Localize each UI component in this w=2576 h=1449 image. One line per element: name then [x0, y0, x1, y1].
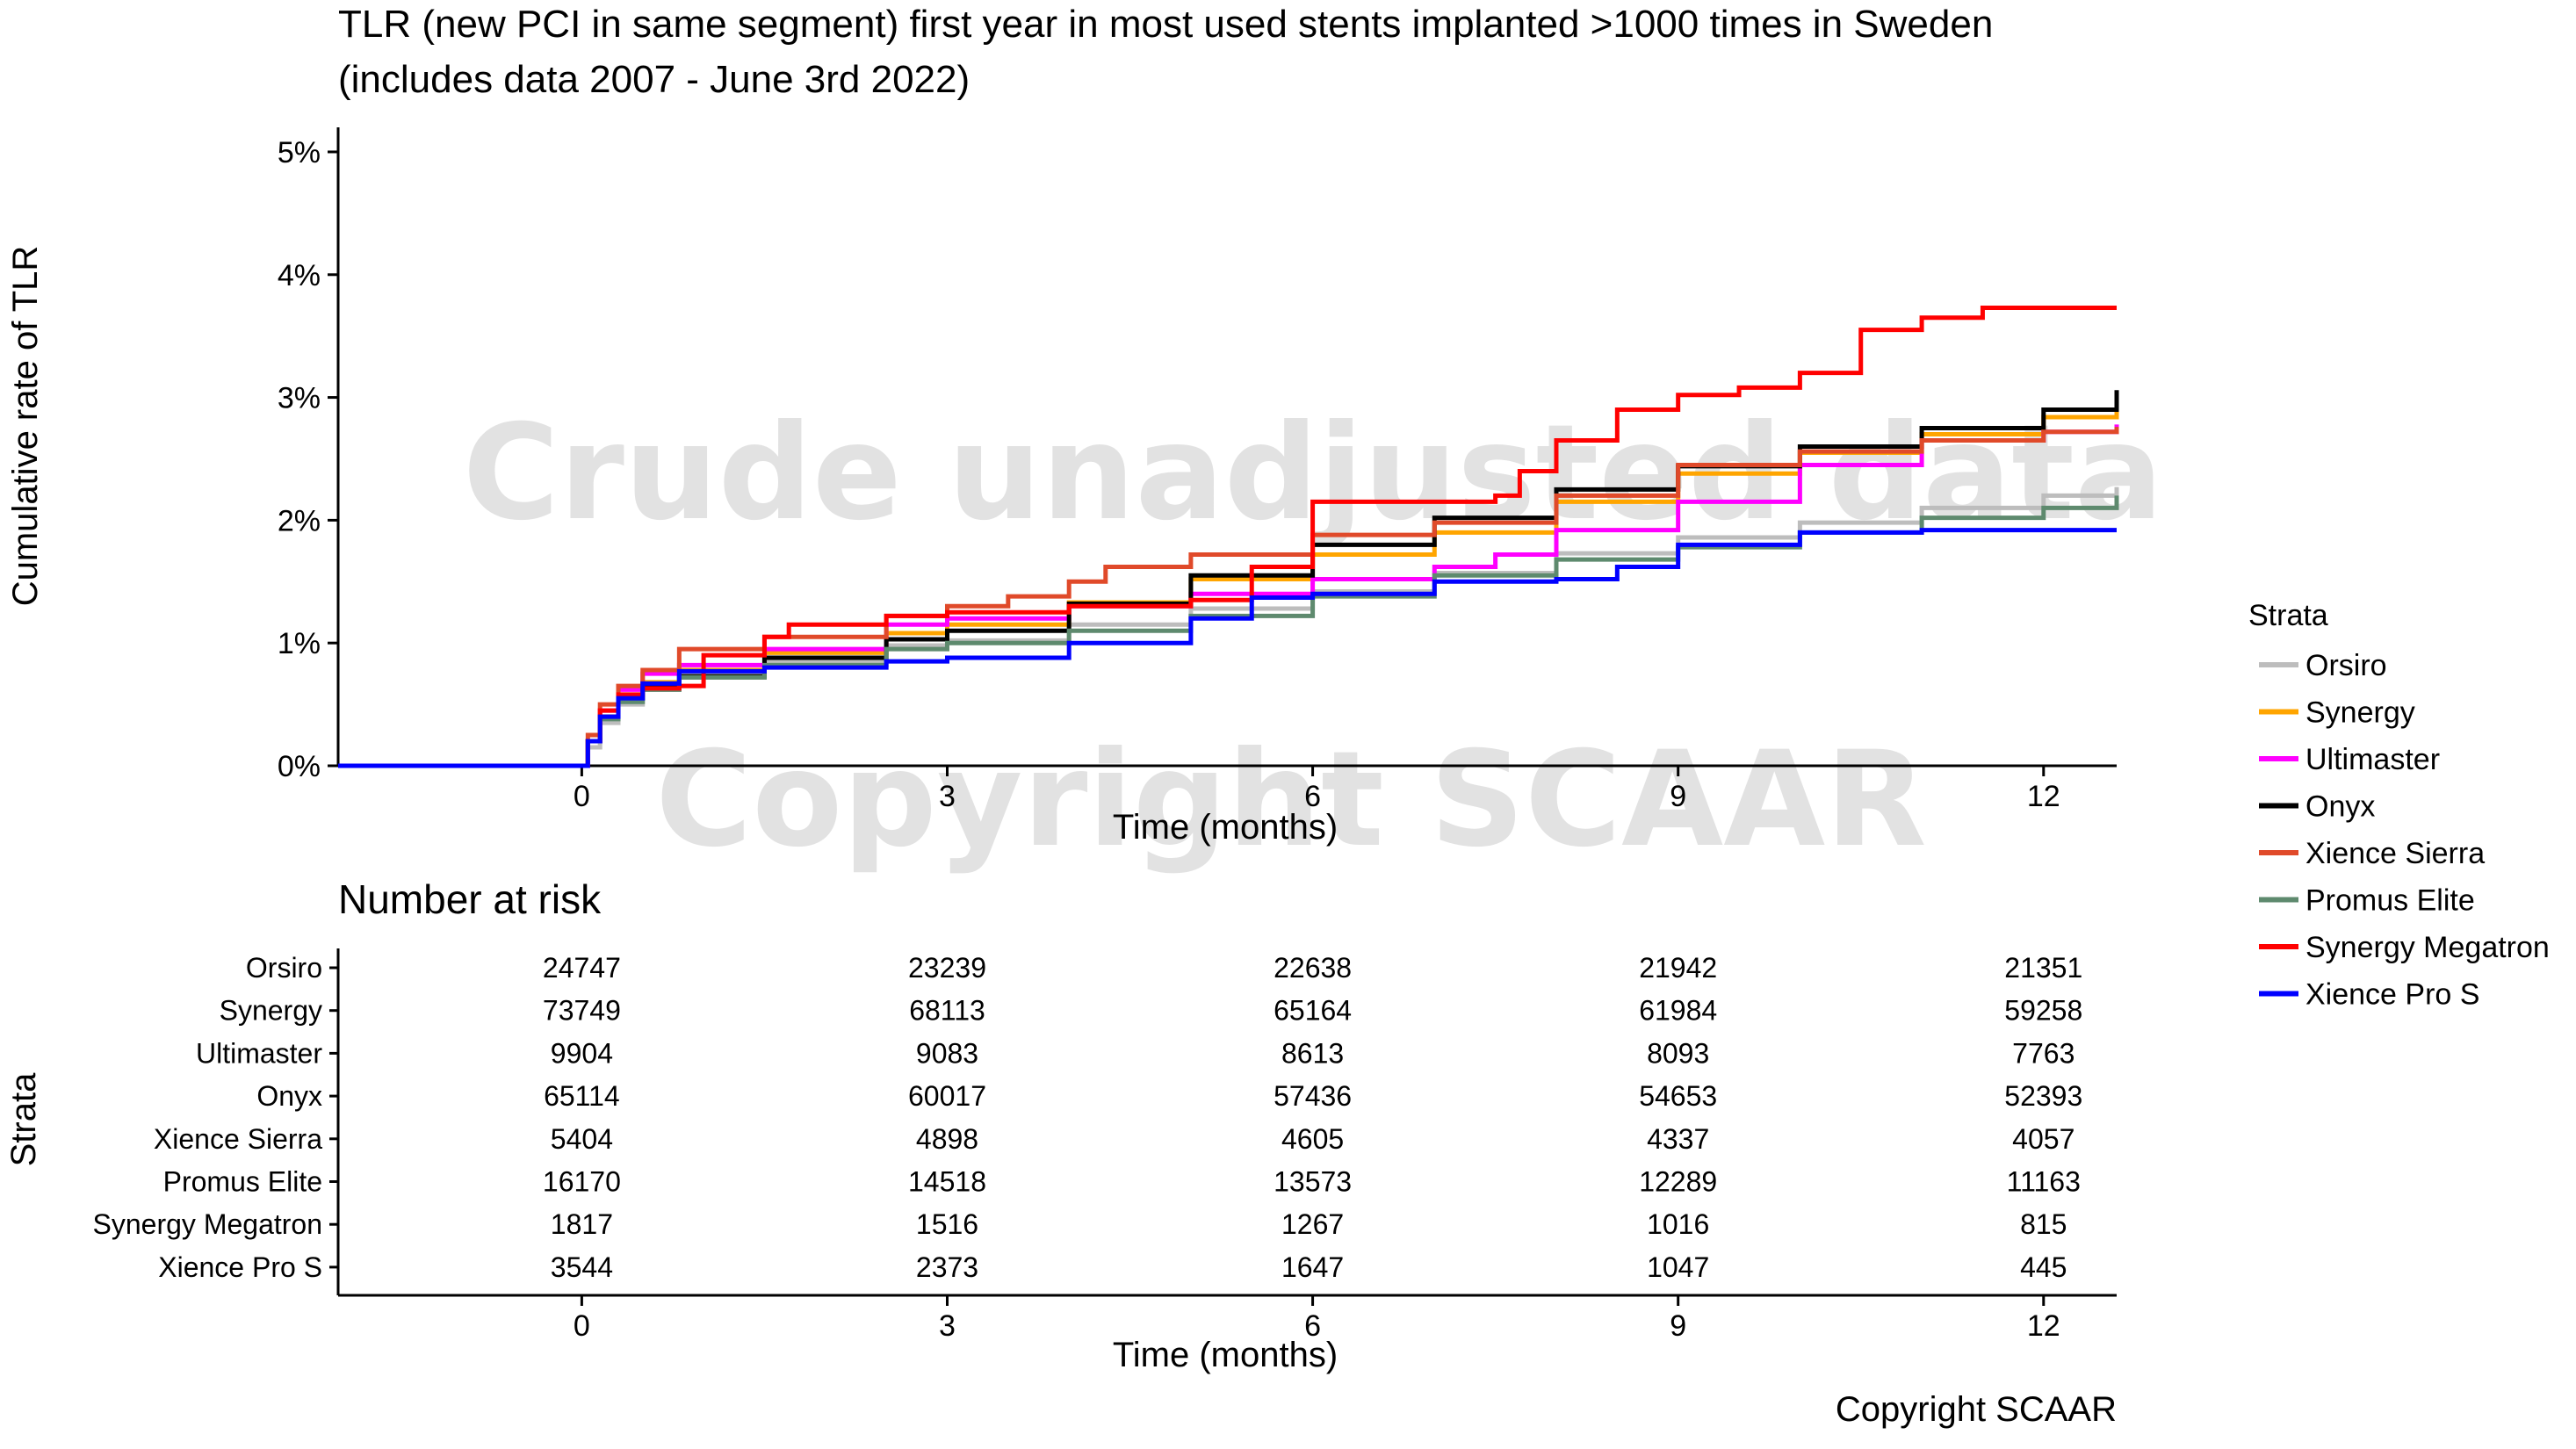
risk-table-x-axis-label: Time (months) [1113, 1336, 1338, 1374]
risk-cell: 1647 [1281, 1251, 1344, 1283]
legend-entry-onyx: Onyx [2305, 790, 2375, 824]
risk-cell: 23239 [908, 952, 986, 984]
risk-cell: 24747 [543, 952, 621, 984]
y-tick-label: 0% [278, 750, 321, 783]
risk-cell: 22638 [1274, 952, 1352, 984]
risk-table-title: Number at risk [338, 876, 602, 922]
y-axis-label: Cumulative rate of TLR [6, 246, 45, 607]
chart-title-line2: (includes data 2007 - June 3rd 2022) [338, 58, 970, 101]
risk-x-tick-label: 12 [2027, 1309, 2060, 1343]
risk-row-label-orsiro: Orsiro [246, 952, 322, 984]
risk-cell: 21351 [2004, 952, 2082, 984]
legend-entry-xience-sierra: Xience Sierra [2305, 837, 2485, 870]
risk-cell: 11163 [2007, 1166, 2081, 1198]
watermark-copyright: Copyright SCAAR [655, 724, 1927, 876]
risk-cell: 4337 [1647, 1123, 1709, 1155]
risk-cell: 61984 [1639, 995, 1717, 1027]
legend-entry-synergy: Synergy [2305, 696, 2415, 730]
risk-row-label-onyx: Onyx [256, 1080, 322, 1112]
risk-cell: 1817 [551, 1208, 613, 1240]
y-tick-label: 1% [278, 627, 321, 660]
risk-row-label-synergy-megatron: Synergy Megatron [93, 1208, 322, 1240]
y-tick-label: 5% [278, 136, 321, 169]
x-tick-label: 3 [939, 780, 956, 813]
risk-cell: 65114 [544, 1080, 620, 1112]
risk-cell: 1516 [916, 1208, 978, 1240]
risk-cell: 4898 [916, 1123, 978, 1155]
risk-cell: 4057 [2012, 1123, 2075, 1155]
risk-cell: 65164 [1274, 995, 1352, 1027]
risk-cell: 16170 [543, 1166, 621, 1198]
risk-cell: 1047 [1647, 1251, 1709, 1283]
risk-cell: 5404 [551, 1123, 613, 1155]
legend-entry-xience-pro-s: Xience Pro S [2305, 978, 2479, 1012]
risk-cell: 73749 [543, 995, 621, 1027]
risk-row-label-synergy: Synergy [220, 995, 322, 1027]
risk-cell: 68113 [909, 995, 985, 1027]
x-tick-label: 12 [2027, 780, 2060, 813]
legend-entry-synergy-megatron: Synergy Megatron [2305, 931, 2550, 964]
risk-cell: 2373 [916, 1251, 978, 1283]
risk-cell: 21942 [1639, 952, 1717, 984]
risk-cell: 9083 [916, 1037, 978, 1069]
chart-title-line1: TLR (new PCI in same segment) first year… [338, 3, 1993, 46]
risk-cell: 815 [2020, 1208, 2067, 1240]
risk-cell: 13573 [1274, 1166, 1352, 1198]
risk-cell: 8093 [1647, 1037, 1709, 1069]
risk-cell: 14518 [908, 1166, 986, 1198]
risk-cell: 8613 [1281, 1037, 1344, 1069]
risk-cell: 52393 [2004, 1080, 2082, 1112]
risk-cell: 59258 [2004, 995, 2082, 1027]
risk-row-label-ultimaster: Ultimaster [196, 1037, 322, 1069]
series-line-xience-pro-s [338, 528, 2117, 768]
legend-entry-promus-elite: Promus Elite [2305, 884, 2475, 918]
risk-cell: 445 [2020, 1251, 2067, 1283]
risk-cell: 7763 [2012, 1037, 2075, 1069]
risk-row-label-xience-pro-s: Xience Pro S [158, 1251, 322, 1283]
risk-cell: 57436 [1274, 1080, 1352, 1112]
y-tick-label: 2% [278, 504, 321, 537]
risk-cell: 60017 [908, 1080, 986, 1112]
risk-x-tick-label: 6 [1304, 1309, 1321, 1343]
risk-row-label-xience-sierra: Xience Sierra [154, 1123, 322, 1155]
risk-cell: 3544 [551, 1251, 613, 1283]
risk-x-tick-label: 3 [939, 1309, 956, 1343]
risk-x-tick-label: 0 [574, 1309, 590, 1343]
x-tick-label: 9 [1670, 780, 1686, 813]
risk-table-strata-label: Strata [4, 1072, 43, 1166]
y-tick-label: 3% [278, 382, 321, 415]
y-tick-label: 4% [278, 259, 321, 292]
risk-table: 0 3 6 9 12 Orsiro 24747 23239 22638 21942 21351 Syn… [93, 948, 2117, 1343]
legend: Strata Orsiro Synergy Ultimaster Onyx Xience… [2248, 599, 2550, 1012]
risk-cell: 9904 [551, 1037, 613, 1069]
legend-title: Strata [2248, 599, 2328, 632]
risk-cell: 1016 [1647, 1208, 1709, 1240]
series-line-xience-sierra [338, 427, 2119, 768]
risk-cell: 4605 [1281, 1123, 1344, 1155]
copyright-footer: Copyright SCAAR [1836, 1390, 2117, 1429]
risk-cell: 12289 [1639, 1166, 1717, 1198]
risk-cell: 1267 [1281, 1208, 1344, 1240]
risk-cell: 54653 [1639, 1080, 1717, 1112]
legend-entry-orsiro: Orsiro [2305, 649, 2387, 682]
x-tick-label: 6 [1304, 780, 1321, 813]
risk-x-tick-label: 9 [1670, 1309, 1686, 1343]
plot-area: 0% 1% 2% 3% 4% 5% 0 3 6 9 12 [278, 127, 2119, 813]
x-axis-label: Time (months) [1113, 808, 1338, 847]
legend-entry-ultimaster: Ultimaster [2305, 743, 2440, 776]
risk-row-label-promus-elite: Promus Elite [163, 1166, 322, 1198]
x-tick-label: 0 [574, 780, 590, 813]
